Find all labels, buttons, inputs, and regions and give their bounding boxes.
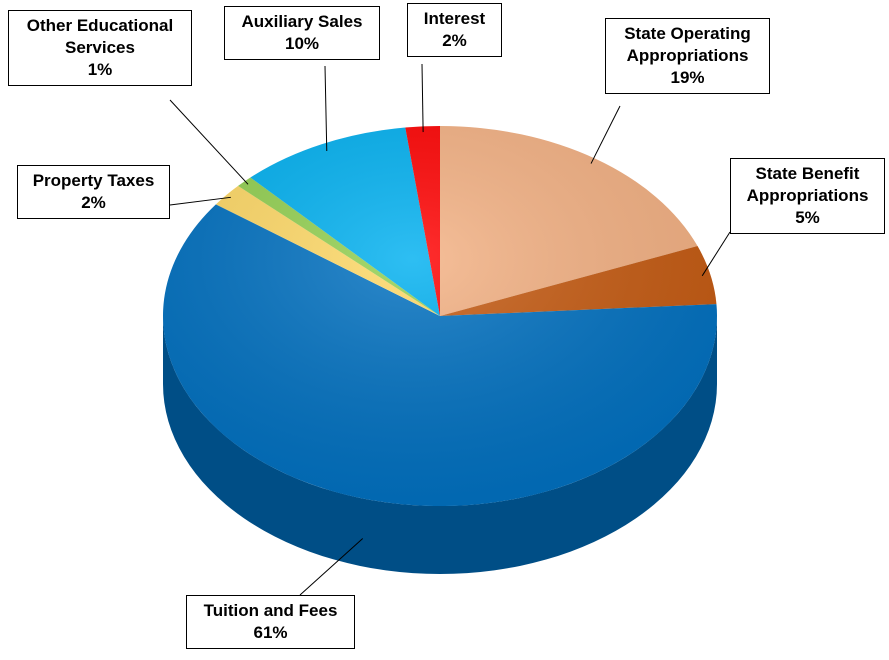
leader-line [324, 65, 328, 151]
label-name: Other Educational Services [26, 16, 174, 57]
leader-line [299, 538, 364, 596]
pie-slice-side [163, 316, 717, 574]
label-value: 61% [253, 623, 288, 642]
label-name: Auxiliary Sales [241, 12, 363, 31]
label-value: 10% [284, 34, 320, 53]
label-value: 19% [670, 68, 705, 87]
leader-line [169, 99, 249, 185]
data-label: Auxiliary Sales 10% [224, 6, 380, 60]
data-label: Tuition and Fees 61% [186, 595, 355, 649]
label-name: Interest [423, 9, 486, 28]
pie-shine [163, 126, 717, 506]
data-label: Property Taxes 2% [17, 165, 170, 219]
label-name: State Operating Appropriations [624, 24, 751, 65]
leader-line [169, 196, 231, 206]
label-name: Tuition and Fees [203, 601, 338, 620]
label-name: State Benefit Appropriations [746, 164, 869, 205]
label-value: 2% [81, 193, 106, 212]
data-label: State Operating Appropriations 19% [605, 18, 770, 94]
label-name: Property Taxes [32, 171, 155, 190]
data-label: State Benefit Appropriations 5% [730, 158, 885, 234]
label-value: 2% [442, 31, 467, 50]
label-value: 1% [87, 60, 113, 79]
data-label: Interest 2% [407, 3, 502, 57]
data-label: Other Educational Services 1% [8, 10, 192, 86]
leader-line [701, 231, 731, 277]
label-value: 5% [795, 208, 820, 227]
leader-line [590, 105, 621, 164]
leader-line [421, 63, 424, 133]
